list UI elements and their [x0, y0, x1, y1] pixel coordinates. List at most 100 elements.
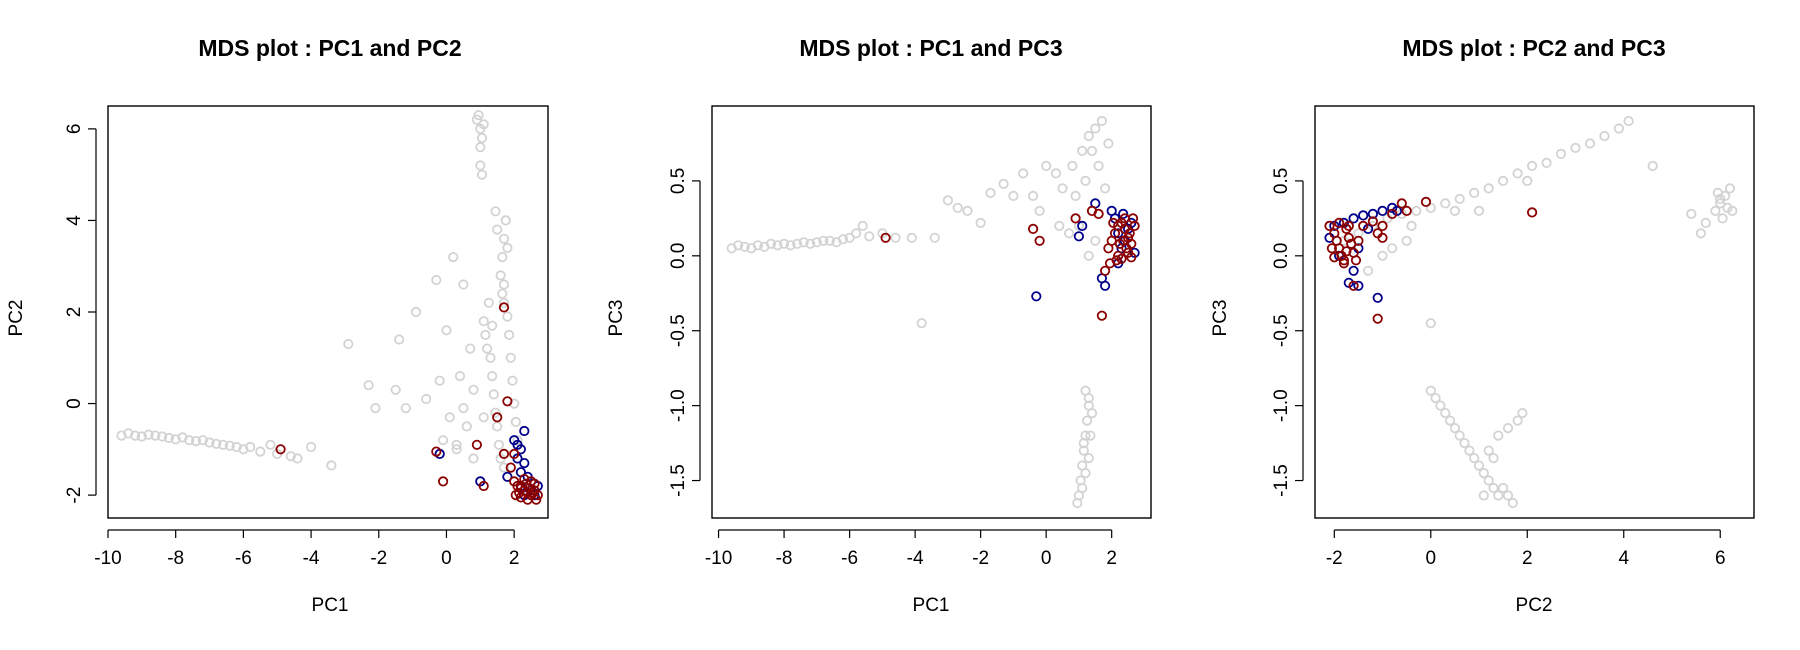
data-point [400, 402, 411, 414]
data-point [437, 435, 449, 446]
y-tick-label: 0.0 [1271, 243, 1292, 269]
plot-title: MDS plot : PC1 and PC2 [198, 35, 461, 61]
data-point [1507, 497, 1518, 509]
data-point [1338, 258, 1350, 269]
data-point [390, 384, 401, 395]
x-tick-label: -8 [776, 548, 793, 569]
data-point [1078, 437, 1089, 449]
data-point [509, 398, 520, 409]
data-point [1498, 175, 1509, 186]
data-point [130, 430, 141, 441]
data-point [475, 142, 486, 153]
data-point [502, 396, 513, 407]
data-point [1096, 310, 1108, 321]
data-point [451, 439, 462, 450]
data-point [1464, 445, 1475, 456]
data-point [772, 240, 783, 251]
data-point [1083, 452, 1094, 464]
data-point [1057, 183, 1068, 194]
data-point [487, 320, 498, 331]
data-point [204, 437, 215, 448]
data-point [502, 242, 513, 253]
data-point [275, 444, 286, 455]
data-point [1387, 243, 1398, 254]
data-point [1116, 253, 1127, 264]
data-point [1028, 223, 1039, 234]
plot-title: MDS plot : PC1 and PC3 [799, 35, 1062, 61]
x-tick-label: 0 [441, 548, 452, 569]
y-tick-label: 4 [64, 215, 85, 226]
y-tick-label: -1.5 [668, 464, 689, 497]
data-point [498, 297, 510, 308]
data-point [468, 384, 479, 395]
y-tick-label: 2 [64, 307, 85, 318]
data-point [509, 448, 520, 459]
data-point [1502, 422, 1514, 434]
series-0 [116, 110, 523, 473]
data-point [190, 435, 202, 447]
data-point [326, 460, 337, 471]
data-point [1372, 292, 1383, 303]
data-point [1613, 123, 1625, 134]
data-point [1085, 430, 1096, 441]
series-2 [275, 302, 543, 505]
data-point [363, 380, 374, 391]
data-point [1326, 243, 1338, 254]
data-point [1401, 205, 1412, 216]
data-point [798, 237, 809, 248]
data-point [1083, 130, 1094, 142]
data-point [1050, 168, 1062, 179]
data-point [1710, 205, 1721, 216]
data-point [1348, 280, 1359, 291]
data-point [1517, 407, 1528, 419]
data-point [471, 114, 482, 125]
data-point [515, 444, 527, 455]
y-tick-label: 0.0 [668, 243, 689, 269]
data-point [431, 446, 442, 457]
x-tick-label: -10 [705, 548, 732, 569]
x-axis-label: PC2 [1516, 595, 1553, 616]
data-point [1093, 160, 1104, 171]
y-tick-label: -0.5 [668, 314, 689, 347]
data-point [1341, 246, 1352, 257]
data-point [1072, 497, 1083, 509]
data-point [478, 412, 489, 423]
data-point [1090, 123, 1101, 134]
x-tick-label: -6 [841, 548, 858, 569]
data-point [1715, 193, 1726, 204]
y-tick-label: 0.5 [668, 168, 689, 194]
data-point [1080, 175, 1091, 186]
data-point [1086, 407, 1098, 419]
data-point [458, 402, 469, 414]
x-axis-label: PC1 [913, 595, 950, 616]
data-point [1406, 220, 1417, 231]
x-tick-label: 4 [1618, 548, 1629, 569]
data-point [1377, 220, 1388, 231]
data-point [1348, 213, 1359, 224]
plot-title: MDS plot : PC2 and PC3 [1402, 35, 1665, 61]
data-point [864, 231, 875, 242]
data-point [1570, 142, 1581, 153]
data-point [480, 329, 491, 340]
data-point [238, 444, 249, 455]
data-point [1372, 313, 1383, 324]
data-point [1363, 265, 1374, 276]
data-point [305, 441, 317, 453]
data-point [1083, 392, 1094, 404]
data-point [529, 489, 540, 501]
data-point [184, 435, 195, 446]
data-point [487, 370, 498, 382]
data-point [498, 462, 510, 473]
data-point [1034, 235, 1045, 246]
plot-frame [107, 105, 549, 519]
series-2 [1324, 196, 1538, 324]
data-point [481, 343, 493, 354]
data-point [393, 334, 405, 345]
data-point [1070, 190, 1081, 201]
panel-pc1-pc3: MDS plot : PC1 and PC3 PC1 PC3 -10 -8 -6 -4… [606, 35, 1152, 616]
y-tick-label: -1.0 [1271, 389, 1292, 422]
data-point [505, 462, 516, 473]
x-tick-label: 2 [1522, 548, 1533, 569]
data-point [1054, 220, 1065, 231]
data-point [1555, 148, 1567, 159]
